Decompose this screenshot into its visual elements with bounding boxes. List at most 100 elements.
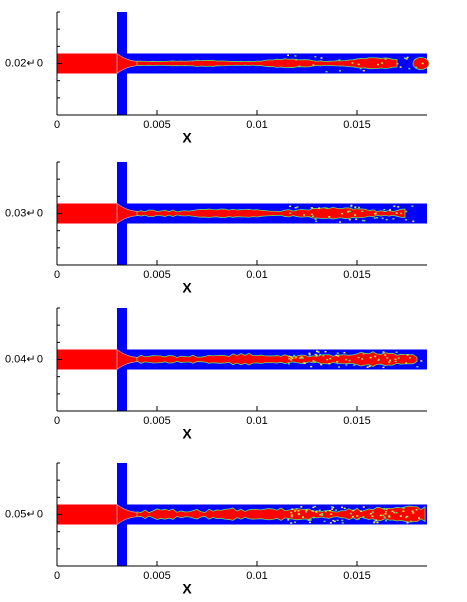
speckle xyxy=(383,516,386,518)
speckle xyxy=(341,522,344,524)
speckle xyxy=(348,210,351,213)
speckle xyxy=(395,351,398,354)
speckle xyxy=(369,512,372,515)
speckle xyxy=(319,353,322,356)
speckle xyxy=(380,62,383,64)
speckle xyxy=(287,54,289,56)
speckle xyxy=(310,207,313,209)
speckle xyxy=(315,350,318,353)
speckle xyxy=(287,363,290,365)
speckle xyxy=(310,365,313,368)
speckle xyxy=(294,55,297,57)
liquid-jet xyxy=(136,505,426,523)
x-tick-label: 0 xyxy=(54,415,60,427)
x-axis-label: X xyxy=(182,581,192,597)
speckle xyxy=(326,358,329,361)
speckle xyxy=(392,218,395,220)
speckle xyxy=(343,507,346,510)
speckle xyxy=(384,513,387,515)
speckle xyxy=(355,218,358,221)
x-tick-label: 0 xyxy=(54,119,60,131)
speckle xyxy=(421,62,424,65)
x-axis-label: X xyxy=(182,426,192,442)
speckle xyxy=(382,366,385,369)
speckle xyxy=(295,58,298,61)
speckle xyxy=(336,352,339,354)
speckle xyxy=(333,520,336,523)
speckle xyxy=(350,204,353,207)
speckle xyxy=(405,219,408,221)
speckle xyxy=(368,365,371,368)
speckle xyxy=(312,360,315,362)
speckle xyxy=(336,360,339,363)
speckle xyxy=(300,506,303,508)
speckle xyxy=(288,355,291,358)
x-tick-label: 0.015 xyxy=(343,570,371,582)
speckle xyxy=(322,354,325,357)
speckle xyxy=(376,216,379,219)
speckle xyxy=(410,520,413,523)
speckle xyxy=(359,67,362,70)
x-tick-label: 0 xyxy=(54,570,60,582)
speckle xyxy=(338,70,341,72)
speckle xyxy=(415,508,418,511)
speckle xyxy=(373,520,376,523)
speckle xyxy=(373,217,376,219)
speckle xyxy=(383,208,386,211)
speckle xyxy=(298,65,301,67)
speckle xyxy=(328,362,331,365)
x-axis-label: X xyxy=(182,280,192,296)
speckle xyxy=(393,205,396,207)
speckle xyxy=(320,363,323,366)
x-tick-label: 0.015 xyxy=(343,119,371,131)
speckle xyxy=(354,206,357,208)
droplet xyxy=(412,57,430,70)
speckle xyxy=(314,218,317,221)
speckle xyxy=(329,522,332,524)
speckle xyxy=(348,218,351,221)
speckle xyxy=(362,516,365,518)
speckle xyxy=(384,520,387,522)
speckle xyxy=(305,510,308,513)
x-tick-label: 0.015 xyxy=(343,269,371,281)
speckle xyxy=(310,213,313,216)
speckle xyxy=(319,513,322,516)
speckle xyxy=(412,512,415,514)
x-tick-label: 0.01 xyxy=(246,415,267,427)
speckle xyxy=(406,354,409,356)
speckle xyxy=(358,206,361,209)
speckle xyxy=(384,511,387,513)
speckle xyxy=(294,521,297,523)
speckle xyxy=(294,206,297,209)
speckle xyxy=(307,519,310,521)
speckle xyxy=(345,358,348,361)
speckle xyxy=(402,510,405,512)
speckle xyxy=(318,509,321,511)
liquid-jet xyxy=(136,351,418,367)
speckle xyxy=(361,358,364,360)
speckle xyxy=(362,353,365,355)
speckle xyxy=(303,214,306,216)
speckle xyxy=(299,357,302,359)
speckle xyxy=(399,66,402,68)
speckle xyxy=(297,512,300,515)
speckle xyxy=(290,511,293,514)
speckle xyxy=(289,212,292,214)
speckle xyxy=(321,514,324,516)
speckle xyxy=(334,509,337,511)
liquid-inlet xyxy=(57,203,119,224)
speckle xyxy=(381,217,384,220)
speckle xyxy=(357,518,360,520)
speckle xyxy=(388,361,391,363)
speckle xyxy=(323,520,326,523)
speckle xyxy=(338,366,341,368)
x-tick-label: 0.005 xyxy=(143,119,171,131)
speckle xyxy=(399,515,402,517)
speckle xyxy=(338,59,341,61)
speckle xyxy=(321,512,324,515)
speckle xyxy=(371,515,374,518)
x-tick-label: 0.01 xyxy=(246,269,267,281)
speckle xyxy=(362,506,365,508)
speckle xyxy=(405,516,408,519)
speckle xyxy=(406,515,409,518)
